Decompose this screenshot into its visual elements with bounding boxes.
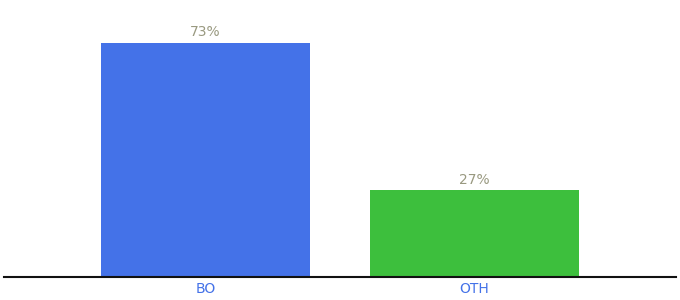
- Bar: [101, 43, 310, 277]
- Text: 27%: 27%: [459, 173, 490, 187]
- Text: 73%: 73%: [190, 26, 221, 40]
- Bar: [370, 190, 579, 277]
